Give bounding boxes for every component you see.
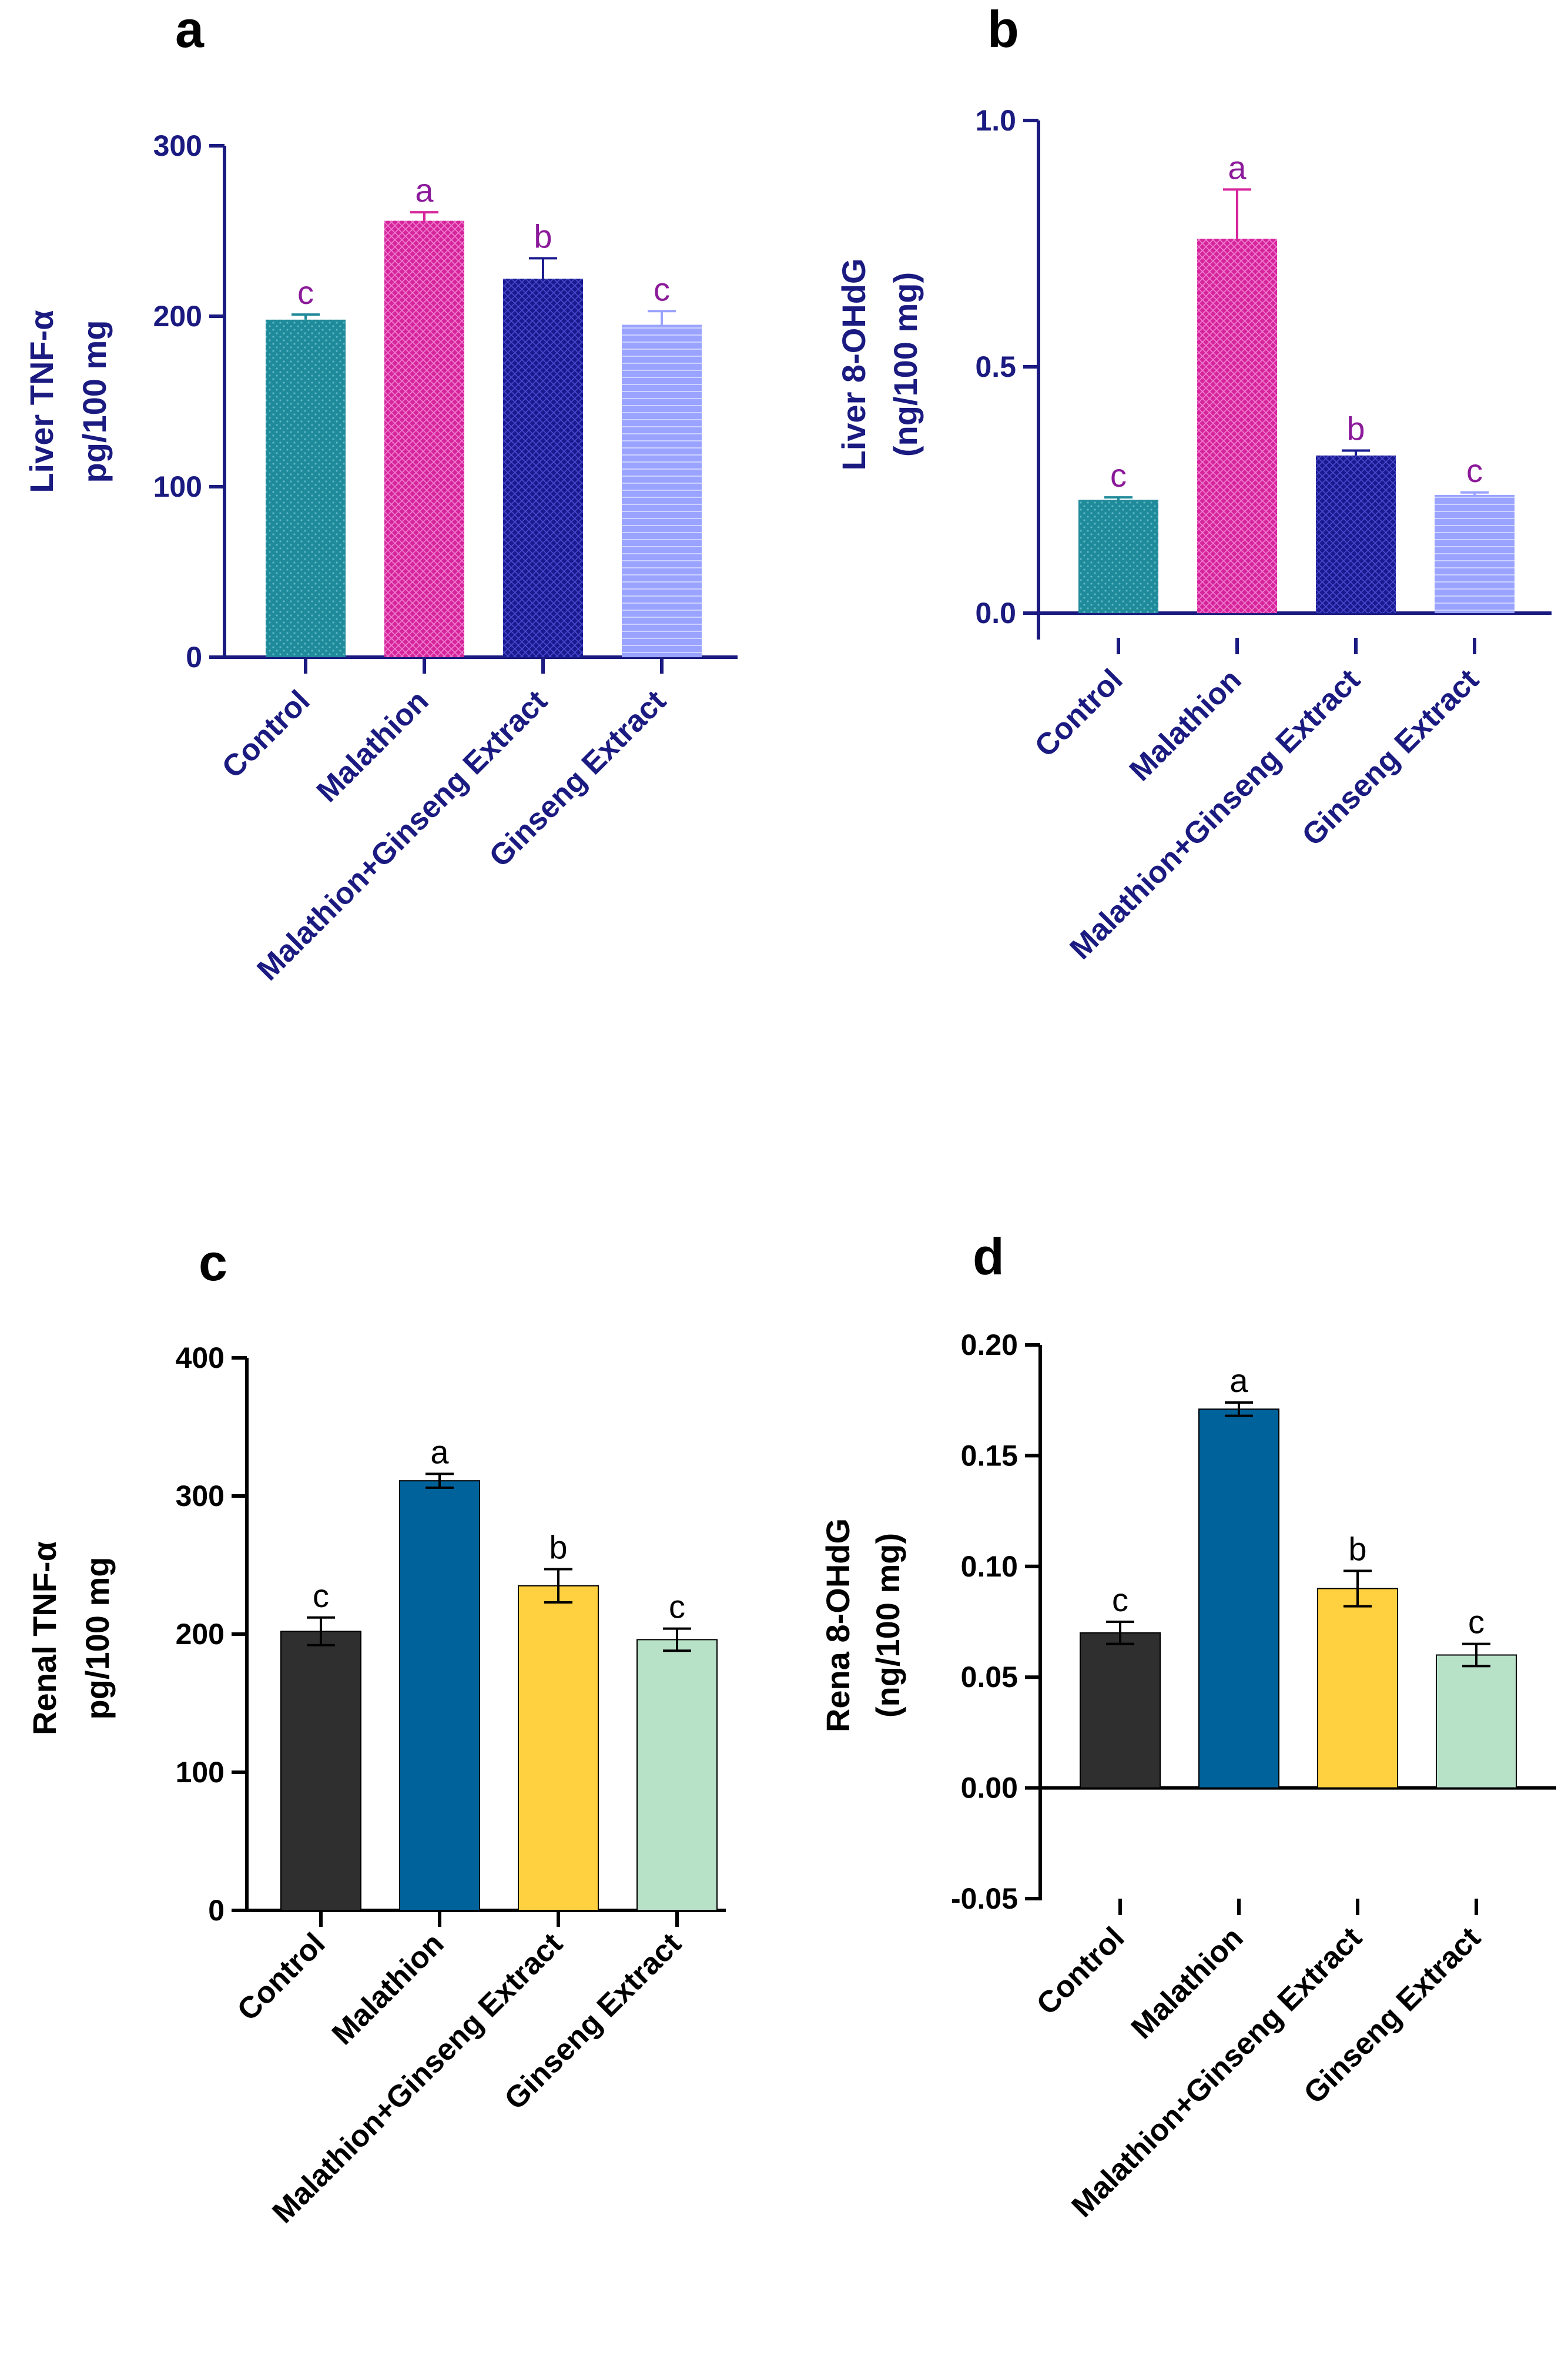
y-tick-label: 0.20: [961, 1328, 1018, 1361]
bar: [1198, 1408, 1279, 1789]
chart-renal-8ohdg: -0.05 0.00 0.05 0.10 0.15 0.20 Rena 8-OHdG (ng/…: [819, 1328, 1556, 2224]
x-tick-label: Control: [1028, 662, 1130, 764]
y-axis-label: Liver 8-OHdG: [835, 259, 872, 471]
bar: [384, 220, 464, 658]
y-tick-label: 400: [176, 1341, 225, 1374]
panel-letter-a: a: [175, 0, 205, 58]
y-axis-label: Renal TNF-α: [26, 1541, 63, 1735]
y-axis-label: (ng/100 mg): [887, 272, 924, 457]
significance-letter: b: [534, 217, 552, 255]
chart-liver-tnf: 0 100 200 300 Liver TNF-α pg/100 mg c Control a M…: [23, 129, 738, 988]
bar: [1197, 239, 1277, 614]
y-axis-label: pg/100 mg: [79, 1557, 116, 1720]
bar: [1435, 494, 1515, 614]
bar: [622, 324, 702, 657]
significance-letter: c: [313, 1577, 329, 1614]
y-axis-label: pg/100 mg: [76, 320, 113, 483]
y-tick-label: 0.05: [961, 1661, 1018, 1693]
significance-letter: c: [297, 274, 314, 311]
significance-letter: c: [669, 1588, 685, 1625]
y-tick-label: 100: [176, 1756, 225, 1789]
bar: [636, 1639, 718, 1911]
significance-letter: c: [1110, 457, 1127, 494]
significance-letter: c: [654, 270, 670, 307]
y-tick-label: 1.0: [975, 104, 1016, 137]
bar: [280, 1631, 361, 1912]
bar: [266, 319, 346, 657]
significance-letter: b: [1348, 1530, 1366, 1567]
significance-letter: a: [1229, 1362, 1248, 1399]
x-tick-label: Malathion: [310, 684, 435, 809]
significance-letter: b: [1346, 410, 1365, 447]
y-axis-label: (ng/100 mg): [869, 1533, 906, 1718]
x-tick-label: Malathion: [1125, 1920, 1250, 2046]
y-tick-label: 0.00: [961, 1772, 1018, 1805]
y-tick-label: 0.0: [975, 597, 1016, 630]
y-tick-label: 0.5: [975, 350, 1016, 383]
bar: [1436, 1654, 1517, 1789]
y-tick-label: -0.05: [951, 1882, 1018, 1915]
bar: [503, 279, 583, 657]
significance-letter: b: [549, 1529, 567, 1566]
significance-letter: a: [430, 1433, 449, 1470]
x-tick-label: Malathion: [326, 1926, 451, 2051]
y-axis-label: Liver TNF-α: [23, 310, 60, 493]
bar: [399, 1480, 480, 1911]
bar: [1078, 500, 1158, 614]
significance-letter: a: [1228, 149, 1247, 186]
y-tick-label: 0: [186, 641, 202, 674]
panel-letter-d: d: [973, 1227, 1004, 1286]
significance-letter: c: [1112, 1581, 1128, 1618]
y-tick-label: 0.15: [961, 1439, 1018, 1472]
significance-letter: a: [415, 172, 434, 209]
x-tick-label: Malathion: [1123, 662, 1248, 788]
panel-letter-c: c: [199, 1233, 227, 1291]
panel-letter-b: b: [987, 0, 1019, 58]
bar: [1080, 1632, 1161, 1789]
chart-renal-tnf: 0 100 200 300 400 Renal TNF-α pg/100 mg c Contro…: [26, 1341, 726, 2230]
bar: [1316, 455, 1396, 614]
x-tick-label: Control: [216, 684, 317, 785]
y-tick-label: 0: [208, 1894, 225, 1927]
y-tick-label: 200: [153, 300, 202, 333]
y-tick-label: 300: [153, 129, 202, 162]
y-tick-label: 100: [153, 470, 202, 503]
bar: [1317, 1588, 1398, 1789]
chart-liver-8ohdg: 0.0 0.5 1.0 Liver 8-OHdG (ng/100 mg) c Control…: [835, 104, 1552, 966]
y-tick-label: 200: [176, 1618, 225, 1651]
x-tick-label: Control: [1030, 1920, 1131, 2021]
bar: [518, 1585, 599, 1911]
significance-letter: c: [1468, 1604, 1485, 1641]
y-tick-label: 300: [176, 1480, 225, 1512]
x-tick-label: Control: [231, 1926, 332, 2027]
y-tick-label: 0.10: [961, 1550, 1018, 1583]
y-axis-label: Rena 8-OHdG: [819, 1518, 856, 1732]
significance-letter: c: [1466, 452, 1483, 489]
